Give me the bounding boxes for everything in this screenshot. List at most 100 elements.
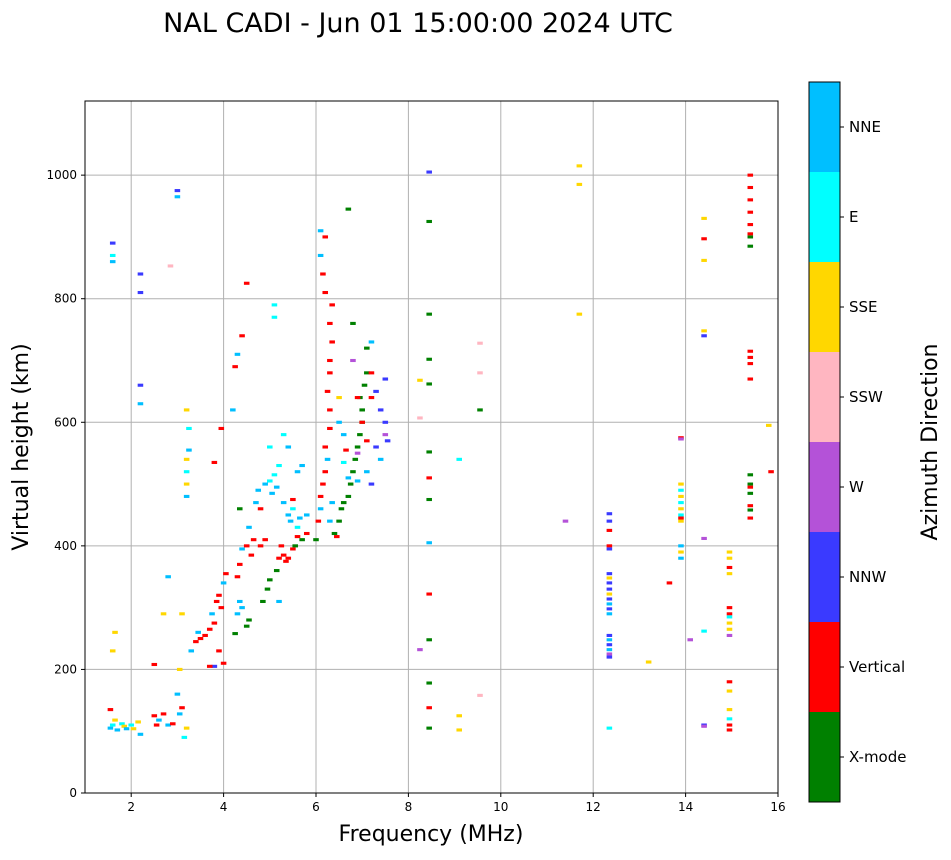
colorbar-category-label: Vertical (849, 658, 905, 676)
data-point (426, 450, 432, 454)
data-point (345, 207, 352, 211)
data-point (359, 420, 365, 424)
data-point (606, 512, 613, 516)
data-point (239, 606, 245, 610)
data-point (701, 216, 707, 220)
data-point (290, 497, 296, 502)
data-point (320, 482, 326, 486)
data-point (701, 334, 707, 338)
data-point (276, 463, 282, 468)
data-point (123, 727, 130, 731)
data-point (606, 633, 613, 637)
y-tick-label: 600 (54, 415, 77, 429)
data-point (361, 383, 368, 387)
data-point (747, 173, 754, 177)
data-point (313, 538, 319, 542)
data-point (290, 547, 296, 551)
data-point (327, 371, 333, 375)
data-point (218, 606, 225, 610)
data-point (181, 735, 188, 739)
data-point (726, 572, 733, 576)
data-point (347, 482, 354, 486)
data-point (768, 470, 774, 474)
colorbar-category-label: NNE (849, 118, 881, 136)
data-point (606, 643, 613, 647)
data-point (262, 482, 268, 486)
data-point (223, 572, 229, 576)
data-point (426, 706, 432, 710)
chart-title: NAL CADI - Jun 01 15:00:00 2024 UTC (163, 8, 673, 39)
data-point (477, 693, 483, 697)
x-tick-label: 12 (586, 800, 601, 814)
data-point (340, 501, 347, 505)
data-point (666, 581, 673, 585)
data-point (747, 185, 754, 190)
data-point (255, 488, 262, 492)
data-point (211, 460, 218, 464)
data-point (303, 513, 310, 517)
x-tick-label: 10 (493, 800, 508, 814)
data-point (290, 507, 296, 511)
data-point (417, 378, 423, 382)
x-tick-label: 2 (127, 800, 135, 814)
data-point (364, 439, 370, 443)
data-point (606, 581, 613, 585)
data-point (271, 315, 278, 319)
y-axis-ticks: 0 200 400 600 800 1000 (46, 168, 85, 800)
data-point (329, 303, 335, 307)
data-point (183, 408, 190, 412)
data-point (322, 445, 329, 449)
data-point (350, 358, 356, 363)
data-point (426, 476, 432, 480)
data-point (156, 718, 162, 722)
data-point (248, 553, 255, 557)
data-point (562, 519, 569, 523)
data-point (206, 664, 213, 668)
x-tick-label: 14 (678, 800, 693, 814)
data-point (218, 426, 225, 431)
data-point (331, 531, 338, 536)
data-point (220, 661, 227, 665)
data-point (336, 396, 342, 400)
data-point (153, 723, 160, 727)
data-point (426, 681, 432, 685)
data-point (273, 485, 280, 489)
data-point (426, 312, 432, 316)
data-point (368, 340, 375, 344)
data-point (687, 638, 693, 642)
data-point (426, 219, 432, 224)
data-point (262, 538, 268, 542)
data-point (303, 531, 310, 536)
data-point (128, 723, 134, 727)
data-point (167, 264, 174, 268)
y-tick-label: 0 (69, 786, 77, 800)
data-point (368, 482, 375, 486)
data-point (606, 638, 613, 642)
data-point (285, 513, 292, 517)
data-point (368, 396, 375, 400)
data-point (137, 732, 144, 736)
data-point (726, 550, 733, 554)
data-point (726, 627, 733, 631)
data-point (373, 445, 379, 449)
data-point (202, 633, 208, 637)
data-point (135, 720, 141, 724)
data-point (260, 599, 266, 604)
data-point (174, 195, 181, 199)
data-point (747, 355, 754, 359)
data-point (322, 470, 329, 474)
data-point (747, 516, 754, 520)
data-point (216, 649, 222, 653)
plot-frame (84, 100, 779, 794)
data-point (276, 599, 282, 604)
data-point (678, 513, 684, 517)
data-point (174, 692, 181, 696)
data-point (726, 723, 733, 727)
colorbar-category-label: X-mode (849, 748, 906, 766)
colorbar-category-label: NNW (849, 568, 886, 586)
y-tick-label: 800 (54, 292, 77, 306)
colorbar-label: Azimuth Direction (918, 343, 943, 540)
data-point (269, 491, 275, 495)
data-point (359, 408, 365, 412)
data-point (137, 290, 144, 295)
